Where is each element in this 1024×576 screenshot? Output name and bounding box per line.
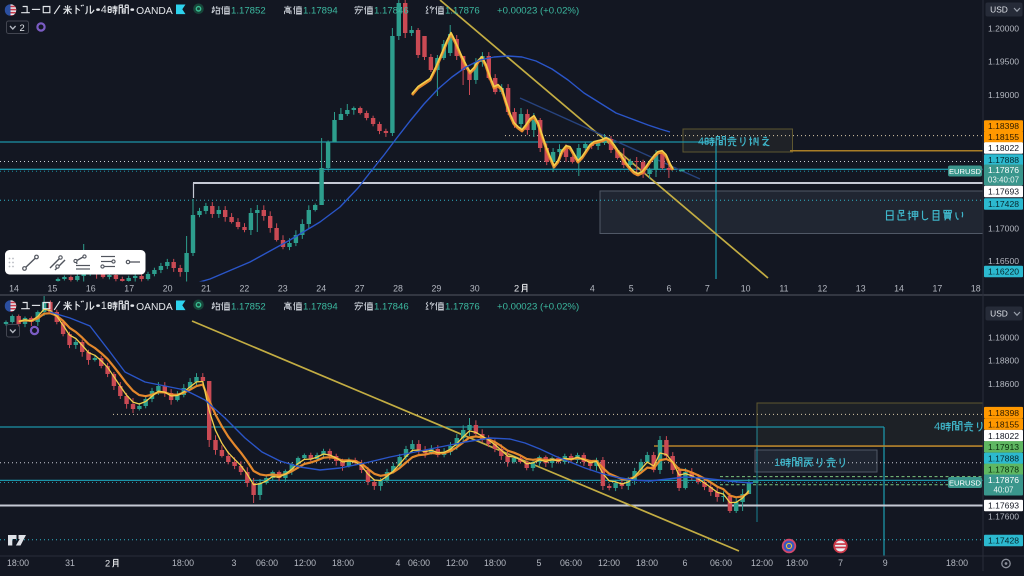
svg-text:14: 14 xyxy=(894,284,904,294)
svg-text:12: 12 xyxy=(818,284,828,294)
svg-text:1.17888: 1.17888 xyxy=(988,454,1019,464)
svg-text:06:00: 06:00 xyxy=(710,558,732,568)
svg-text:1.18398: 1.18398 xyxy=(988,121,1019,131)
svg-text:06:00: 06:00 xyxy=(560,558,582,568)
svg-text:4: 4 xyxy=(101,4,107,16)
svg-text:18:00: 18:00 xyxy=(172,558,194,568)
svg-text:OANDA: OANDA xyxy=(136,6,173,17)
svg-text:4: 4 xyxy=(590,284,595,294)
svg-text:28: 28 xyxy=(393,284,403,294)
svg-text:29: 29 xyxy=(432,284,442,294)
svg-text:12:00: 12:00 xyxy=(598,558,620,568)
svg-text:1.17878: 1.17878 xyxy=(988,465,1019,475)
svg-text:7: 7 xyxy=(838,558,843,568)
svg-text:1.17693: 1.17693 xyxy=(988,501,1019,511)
svg-text:USD: USD xyxy=(990,5,1008,15)
svg-text:4: 4 xyxy=(396,558,401,568)
svg-text:03:40:07: 03:40:07 xyxy=(988,176,1020,185)
svg-text:40:07: 40:07 xyxy=(993,486,1014,495)
svg-text:1.17693: 1.17693 xyxy=(988,187,1019,197)
svg-text:1.17852: 1.17852 xyxy=(231,6,266,17)
svg-text:2: 2 xyxy=(514,283,519,293)
svg-text:1.19000: 1.19000 xyxy=(988,90,1019,100)
svg-text:1.18600: 1.18600 xyxy=(988,379,1019,389)
svg-text:22: 22 xyxy=(240,284,250,294)
svg-text:23: 23 xyxy=(278,284,288,294)
svg-text:15: 15 xyxy=(48,284,58,294)
svg-text:18:00: 18:00 xyxy=(484,558,506,568)
svg-text:12:00: 12:00 xyxy=(751,558,773,568)
svg-text:1.19500: 1.19500 xyxy=(988,57,1019,67)
svg-text:27: 27 xyxy=(355,284,365,294)
svg-text:12:00: 12:00 xyxy=(446,558,468,568)
svg-text:1.18022: 1.18022 xyxy=(988,431,1019,441)
svg-text:1.17846: 1.17846 xyxy=(374,6,409,17)
svg-text:10: 10 xyxy=(741,284,751,294)
svg-text:EURUSD: EURUSD xyxy=(949,479,982,488)
svg-text:2: 2 xyxy=(105,558,110,568)
svg-text:18: 18 xyxy=(971,284,981,294)
svg-text:06:00: 06:00 xyxy=(256,558,278,568)
svg-text:EURUSD: EURUSD xyxy=(949,167,982,176)
svg-text:4: 4 xyxy=(698,136,704,148)
svg-text:2: 2 xyxy=(20,22,25,33)
svg-text:1.17876: 1.17876 xyxy=(445,6,480,17)
svg-text:1.17894: 1.17894 xyxy=(303,6,338,17)
svg-text:6: 6 xyxy=(683,558,688,568)
svg-text:1.16500: 1.16500 xyxy=(988,256,1019,266)
svg-text:18:00: 18:00 xyxy=(786,558,808,568)
svg-text:1.17888: 1.17888 xyxy=(988,155,1019,165)
svg-text:1.17428: 1.17428 xyxy=(988,536,1019,546)
svg-text:OANDA: OANDA xyxy=(136,302,173,313)
svg-text:1.17852: 1.17852 xyxy=(231,302,266,313)
svg-text:3: 3 xyxy=(232,558,237,568)
svg-text:1.17894: 1.17894 xyxy=(303,302,338,313)
svg-text:16: 16 xyxy=(86,284,96,294)
svg-text:1.17846: 1.17846 xyxy=(374,302,409,313)
svg-text:20: 20 xyxy=(163,284,173,294)
svg-text:9: 9 xyxy=(883,558,888,568)
svg-text:21: 21 xyxy=(201,284,211,294)
svg-text:1.17876: 1.17876 xyxy=(988,475,1019,485)
svg-text:1: 1 xyxy=(101,300,107,312)
svg-text:+0.00023 (+0.02%): +0.00023 (+0.02%) xyxy=(497,302,579,313)
svg-text:1.17876: 1.17876 xyxy=(445,302,480,313)
svg-text:5: 5 xyxy=(629,284,634,294)
svg-text:1.17600: 1.17600 xyxy=(988,512,1019,522)
svg-text:24: 24 xyxy=(316,284,326,294)
svg-text:1.19000: 1.19000 xyxy=(988,333,1019,343)
svg-text:1.18155: 1.18155 xyxy=(988,419,1019,429)
svg-text:18:00: 18:00 xyxy=(946,558,968,568)
svg-text:1.18398: 1.18398 xyxy=(988,408,1019,418)
svg-text:1.17876: 1.17876 xyxy=(988,165,1019,175)
svg-text:14: 14 xyxy=(9,284,19,294)
svg-text:18:00: 18:00 xyxy=(636,558,658,568)
svg-text:USD: USD xyxy=(990,309,1008,319)
svg-text:13: 13 xyxy=(856,284,866,294)
svg-text:1.18800: 1.18800 xyxy=(988,356,1019,366)
svg-text:5: 5 xyxy=(537,558,542,568)
svg-text:06:00: 06:00 xyxy=(408,558,430,568)
svg-text:30: 30 xyxy=(470,284,480,294)
svg-text:12:00: 12:00 xyxy=(294,558,316,568)
svg-text:17: 17 xyxy=(933,284,943,294)
svg-text:1.20000: 1.20000 xyxy=(988,24,1019,34)
svg-text:1.16220: 1.16220 xyxy=(988,267,1019,277)
svg-text:1.18022: 1.18022 xyxy=(988,143,1019,153)
svg-text:1: 1 xyxy=(774,457,780,469)
svg-text:6: 6 xyxy=(667,284,672,294)
svg-text:17: 17 xyxy=(124,284,134,294)
svg-text:1.17913: 1.17913 xyxy=(988,442,1019,452)
svg-text:1.18155: 1.18155 xyxy=(988,132,1019,142)
svg-text:7: 7 xyxy=(705,284,710,294)
svg-text:18:00: 18:00 xyxy=(332,558,354,568)
svg-text:+0.00023 (+0.02%): +0.00023 (+0.02%) xyxy=(497,6,579,17)
svg-text:18:00: 18:00 xyxy=(7,558,29,568)
svg-text:11: 11 xyxy=(779,284,788,294)
svg-text:1.17428: 1.17428 xyxy=(988,199,1019,209)
svg-text:4: 4 xyxy=(934,421,940,433)
svg-text:31: 31 xyxy=(65,558,75,568)
svg-text:1.17000: 1.17000 xyxy=(988,224,1019,234)
